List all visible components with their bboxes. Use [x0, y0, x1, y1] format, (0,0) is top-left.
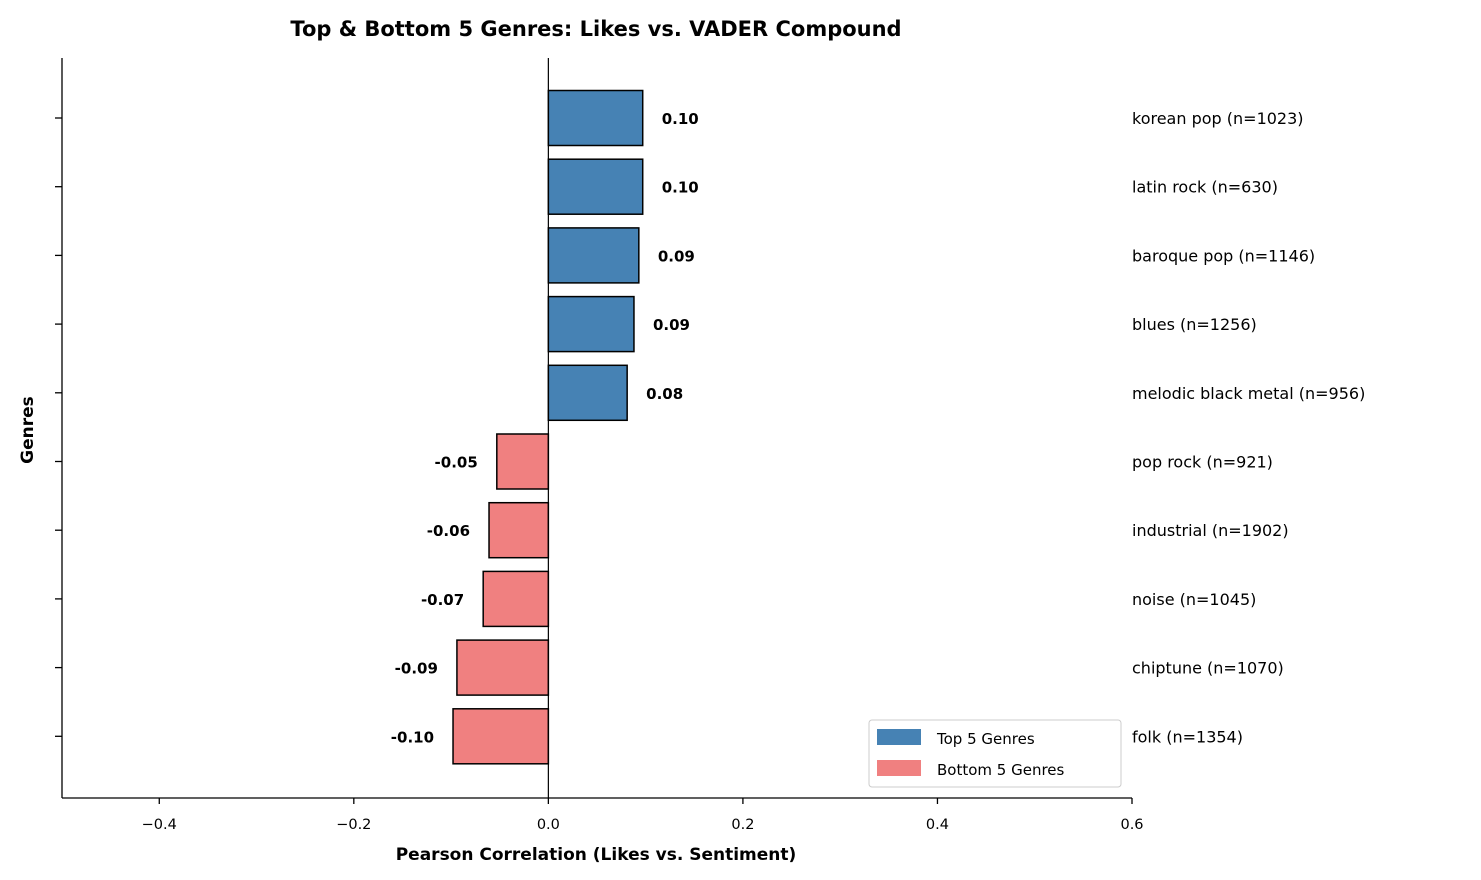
bar-value-label: -0.10: [391, 728, 434, 746]
labels-layer: 0.10 korean pop (n=1023) 0.10 latin rock (n…: [391, 109, 1366, 746]
genre-label: pop rock (n=921): [1132, 453, 1273, 472]
bar-top: [547, 227, 640, 284]
bar-value-label: -0.07: [421, 591, 464, 609]
bar-top: [547, 295, 635, 353]
y-axis-label: Genres: [18, 396, 38, 464]
bar-value-label: 0.10: [662, 179, 699, 197]
bar-bottom: [482, 570, 550, 628]
chart-title: Top & Bottom 5 Genres: Likes vs. VADER C…: [290, 17, 901, 41]
legend-frame: [868, 719, 1122, 788]
x-tick-label: 0.2: [731, 817, 754, 833]
genre-label: melodic black metal (n=956): [1132, 384, 1365, 403]
bar-value-label: 0.09: [653, 316, 690, 334]
x-tick-label: 0.0: [537, 817, 560, 833]
genre-label: latin rock (n=630): [1132, 178, 1278, 197]
x-tick-label: −0.2: [336, 817, 371, 833]
bar-bottom: [452, 708, 550, 765]
bar-top: [547, 89, 644, 147]
x-axis-label: Pearson Correlation (Likes vs. Sentiment…: [396, 845, 797, 865]
bar-bottom: [456, 639, 550, 696]
bar-value-label: 0.10: [662, 110, 699, 128]
genre-label: blues (n=1256): [1132, 315, 1257, 334]
legend: Top 5 Genres Bottom 5 Genres: [868, 719, 1122, 788]
legend-label-top: Top 5 Genres: [936, 730, 1035, 748]
bar-value-label: -0.09: [395, 660, 438, 678]
bar-value-label: 0.09: [658, 247, 695, 265]
axes-layer: −0.4 −0.2 0.0 0.2 0.4 0.6: [55, 58, 1144, 833]
genre-label: folk (n=1354): [1132, 727, 1243, 746]
legend-swatch-bottom: [877, 760, 921, 776]
x-tick-label: −0.4: [142, 817, 177, 833]
bar-top: [547, 158, 644, 215]
bar-bottom: [496, 433, 550, 490]
bar-value-label: -0.05: [435, 454, 478, 472]
bar-value-label: 0.08: [646, 385, 683, 403]
genre-label: baroque pop (n=1146): [1132, 246, 1315, 265]
bar-value-label: -0.06: [427, 522, 470, 540]
legend-label-bottom: Bottom 5 Genres: [937, 761, 1065, 779]
bar-top: [547, 364, 628, 422]
genre-label: noise (n=1045): [1132, 590, 1256, 609]
x-tick-label: 0.4: [926, 817, 949, 833]
x-tick-label: 0.6: [1120, 817, 1143, 833]
legend-swatch-top: [877, 729, 921, 745]
bars-layer: [452, 89, 644, 765]
genre-label: korean pop (n=1023): [1132, 109, 1304, 128]
genre-label: industrial (n=1902): [1132, 521, 1289, 540]
bar-bottom: [488, 501, 550, 559]
genre-label: chiptune (n=1070): [1132, 659, 1284, 678]
